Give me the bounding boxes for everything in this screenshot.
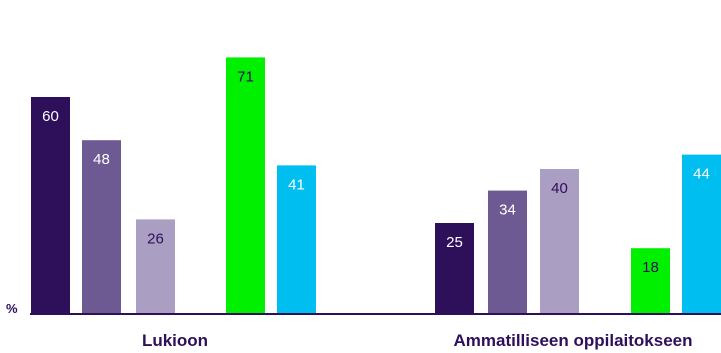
bar-value-label-1-3: 26 (147, 230, 164, 247)
bar-1-5 (277, 165, 316, 313)
bar-2-4 (631, 248, 670, 313)
bar-value-label-2-2: 34 (499, 202, 516, 219)
bar-value-label-2-1: 25 (446, 234, 463, 251)
category-label-1: Lukioon (142, 331, 208, 350)
bar-value-label-1-4: 71 (237, 68, 254, 85)
bar-2-3 (540, 169, 579, 313)
bars-layer: 60 48 26 71 41 25 34 40 18 44 (31, 57, 721, 314)
group-labels-layer: Lukioon Ammatilliseen oppilaitokseen (142, 331, 693, 350)
bar-value-label-2-3: 40 (551, 180, 568, 197)
bar-value-label-2-5: 44 (693, 166, 710, 183)
bar-value-label-1-2: 48 (93, 151, 110, 168)
bar-1-4 (226, 57, 265, 314)
bar-value-label-2-4: 18 (642, 259, 659, 276)
bar-value-label-1-1: 60 (42, 108, 59, 125)
bar-1-3 (136, 219, 175, 313)
bar-value-label-1-5: 41 (288, 176, 305, 193)
y-axis-unit-label: % (6, 301, 18, 316)
bar-1-1 (31, 97, 70, 313)
bar-2-1 (435, 223, 474, 313)
bar-1-2 (82, 140, 121, 313)
category-label-2: Ammatilliseen oppilaitokseen (453, 331, 692, 350)
bar-2-2 (488, 190, 527, 313)
bar-2-5 (682, 154, 721, 313)
